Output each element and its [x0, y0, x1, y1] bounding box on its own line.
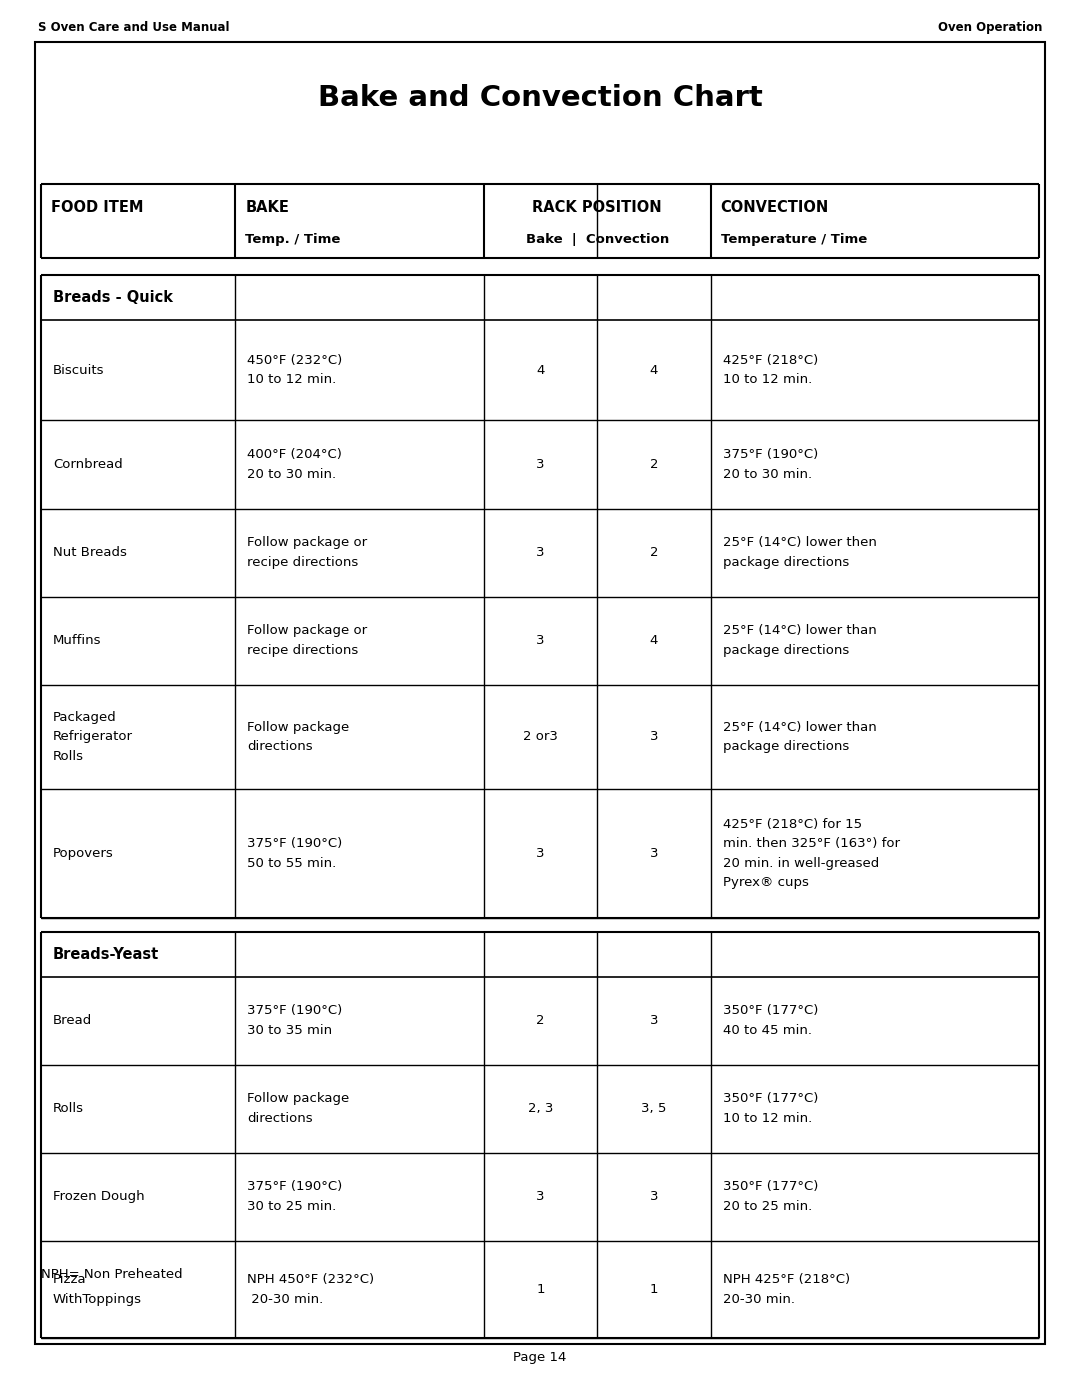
Text: Follow package or: Follow package or [247, 624, 367, 637]
Text: 375°F (190°C): 375°F (190°C) [247, 837, 342, 851]
Text: 350°F (177°C): 350°F (177°C) [723, 1180, 818, 1193]
Text: 20 min. in well-greased: 20 min. in well-greased [723, 856, 879, 870]
Text: 3: 3 [537, 546, 544, 559]
Text: 20 to 25 min.: 20 to 25 min. [723, 1200, 812, 1213]
Text: package directions: package directions [723, 740, 849, 753]
Text: 4: 4 [650, 363, 658, 377]
Text: FOOD ITEM: FOOD ITEM [51, 200, 144, 215]
Text: 2: 2 [650, 546, 658, 559]
Text: 10 to 12 min.: 10 to 12 min. [247, 373, 337, 387]
Text: Popovers: Popovers [53, 847, 113, 861]
Text: 3: 3 [650, 731, 658, 743]
Text: Rolls: Rolls [53, 1102, 84, 1115]
Text: 375°F (190°C): 375°F (190°C) [247, 1004, 342, 1017]
Text: Follow package or: Follow package or [247, 536, 367, 549]
Text: 25°F (14°C) lower than: 25°F (14°C) lower than [723, 624, 876, 637]
Text: 3: 3 [537, 458, 544, 471]
Text: Breads - Quick: Breads - Quick [53, 291, 173, 305]
Text: Refrigerator: Refrigerator [53, 731, 133, 743]
Text: 3: 3 [537, 634, 544, 647]
Text: 30 to 25 min.: 30 to 25 min. [247, 1200, 337, 1213]
Text: Bread: Bread [53, 1014, 92, 1027]
Text: min. then 325°F (163°) for: min. then 325°F (163°) for [723, 837, 900, 851]
Text: 2: 2 [537, 1014, 544, 1027]
Text: Packaged: Packaged [53, 711, 117, 724]
Text: WithToppings: WithToppings [53, 1292, 143, 1306]
Text: Cornbread: Cornbread [53, 458, 123, 471]
Text: 50 to 55 min.: 50 to 55 min. [247, 856, 337, 870]
Text: 400°F (204°C): 400°F (204°C) [247, 448, 342, 461]
Text: 425°F (218°C) for 15: 425°F (218°C) for 15 [723, 817, 862, 831]
Text: 3: 3 [650, 1190, 658, 1203]
Text: 2: 2 [650, 458, 658, 471]
Text: Oven Operation: Oven Operation [937, 21, 1042, 35]
Text: NPH= Non Preheated: NPH= Non Preheated [41, 1267, 183, 1281]
Text: directions: directions [247, 740, 313, 753]
Text: 2, 3: 2, 3 [528, 1102, 553, 1115]
Text: 3: 3 [537, 847, 544, 861]
Text: Follow package: Follow package [247, 1092, 350, 1105]
Text: 1: 1 [537, 1282, 544, 1296]
Text: package directions: package directions [723, 556, 849, 569]
Text: 375°F (190°C): 375°F (190°C) [723, 448, 818, 461]
Text: Pizza: Pizza [53, 1273, 86, 1287]
Text: Pyrex® cups: Pyrex® cups [723, 876, 809, 890]
Text: 425°F (218°C): 425°F (218°C) [723, 353, 818, 367]
Text: Temp. / Time: Temp. / Time [245, 233, 341, 246]
Text: BAKE: BAKE [245, 200, 289, 215]
Text: 20 to 30 min.: 20 to 30 min. [247, 468, 337, 481]
Text: 20 to 30 min.: 20 to 30 min. [723, 468, 812, 481]
Text: 25°F (14°C) lower than: 25°F (14°C) lower than [723, 721, 876, 733]
Text: package directions: package directions [723, 644, 849, 657]
Text: 3, 5: 3, 5 [642, 1102, 666, 1115]
Text: 40 to 45 min.: 40 to 45 min. [723, 1024, 812, 1037]
Text: Bake and Convection Chart: Bake and Convection Chart [318, 84, 762, 112]
Text: 4: 4 [650, 634, 658, 647]
Text: 10 to 12 min.: 10 to 12 min. [723, 1112, 812, 1125]
Text: NPH 450°F (232°C): NPH 450°F (232°C) [247, 1273, 375, 1287]
Text: 3: 3 [650, 1014, 658, 1027]
Text: directions: directions [247, 1112, 313, 1125]
Text: 20-30 min.: 20-30 min. [247, 1292, 324, 1306]
Text: Temperature / Time: Temperature / Time [720, 233, 867, 246]
Text: 3: 3 [650, 847, 658, 861]
Text: NPH 425°F (218°C): NPH 425°F (218°C) [723, 1273, 850, 1287]
Text: Page 14: Page 14 [513, 1351, 567, 1365]
Text: 3: 3 [537, 1190, 544, 1203]
Text: recipe directions: recipe directions [247, 644, 359, 657]
Text: Muffins: Muffins [53, 634, 102, 647]
Text: Bake  |  Convection: Bake | Convection [526, 233, 669, 246]
Text: 4: 4 [537, 363, 544, 377]
Text: S Oven Care and Use Manual: S Oven Care and Use Manual [38, 21, 229, 35]
Text: 350°F (177°C): 350°F (177°C) [723, 1092, 818, 1105]
Text: 30 to 35 min: 30 to 35 min [247, 1024, 333, 1037]
Text: RACK POSITION: RACK POSITION [532, 200, 662, 215]
Text: 25°F (14°C) lower then: 25°F (14°C) lower then [723, 536, 877, 549]
Text: 375°F (190°C): 375°F (190°C) [247, 1180, 342, 1193]
Text: CONVECTION: CONVECTION [720, 200, 828, 215]
Text: Follow package: Follow package [247, 721, 350, 733]
Text: 350°F (177°C): 350°F (177°C) [723, 1004, 818, 1017]
Text: 450°F (232°C): 450°F (232°C) [247, 353, 342, 367]
Text: Frozen Dough: Frozen Dough [53, 1190, 145, 1203]
Text: 20-30 min.: 20-30 min. [723, 1292, 795, 1306]
Text: Biscuits: Biscuits [53, 363, 105, 377]
Text: recipe directions: recipe directions [247, 556, 359, 569]
Text: 10 to 12 min.: 10 to 12 min. [723, 373, 812, 387]
Text: Rolls: Rolls [53, 750, 84, 763]
Text: Nut Breads: Nut Breads [53, 546, 127, 559]
Text: 2 or3: 2 or3 [523, 731, 558, 743]
Text: Breads-Yeast: Breads-Yeast [53, 947, 159, 961]
Text: 1: 1 [650, 1282, 658, 1296]
